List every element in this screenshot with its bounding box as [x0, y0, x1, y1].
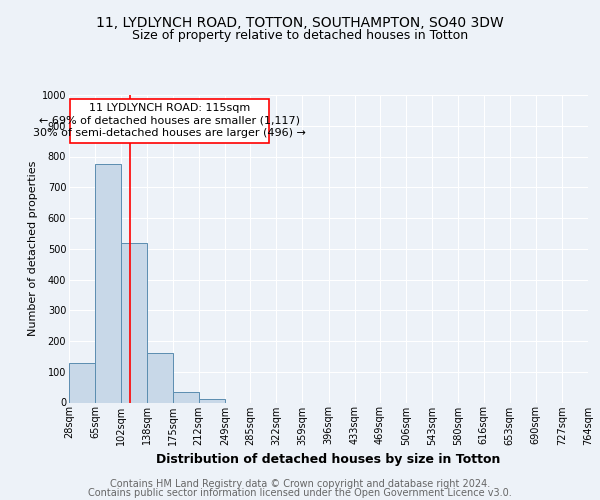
Bar — [146, 354, 173, 403]
Y-axis label: Number of detached properties: Number of detached properties — [28, 161, 38, 336]
Text: 30% of semi-detached houses are larger (496) →: 30% of semi-detached houses are larger (… — [34, 128, 306, 138]
X-axis label: Distribution of detached houses by size in Totton: Distribution of detached houses by size … — [157, 453, 500, 466]
Text: Contains HM Land Registry data © Crown copyright and database right 2024.: Contains HM Land Registry data © Crown c… — [110, 479, 490, 489]
Bar — [70, 98, 269, 142]
Bar — [121, 242, 146, 402]
Bar — [95, 164, 121, 402]
Text: 11, LYDLYNCH ROAD, TOTTON, SOUTHAMPTON, SO40 3DW: 11, LYDLYNCH ROAD, TOTTON, SOUTHAMPTON, … — [96, 16, 504, 30]
Text: 11 LYDLYNCH ROAD: 115sqm: 11 LYDLYNCH ROAD: 115sqm — [89, 104, 250, 114]
Text: Size of property relative to detached houses in Totton: Size of property relative to detached ho… — [132, 29, 468, 42]
Bar — [69, 362, 95, 403]
Bar — [199, 400, 225, 402]
Bar — [173, 392, 199, 402]
Text: Contains public sector information licensed under the Open Government Licence v3: Contains public sector information licen… — [88, 488, 512, 498]
Text: ← 69% of detached houses are smaller (1,117): ← 69% of detached houses are smaller (1,… — [40, 116, 301, 126]
